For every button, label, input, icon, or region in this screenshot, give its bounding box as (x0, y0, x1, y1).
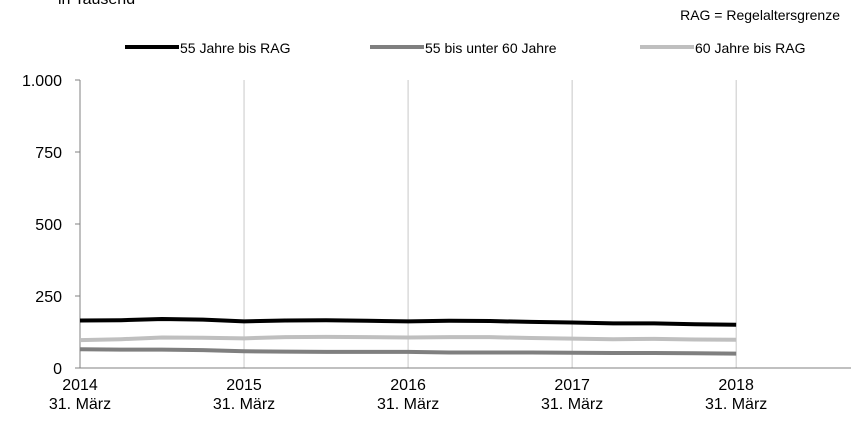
y-tick-label: 750 (35, 145, 62, 162)
x-tick-label: 2015 31. März (213, 377, 275, 413)
y-tick-label: 500 (35, 217, 62, 234)
y-tick-label: 1.000 (22, 73, 62, 90)
line-series (79, 347, 737, 356)
subtitle: in Tausend (58, 0, 135, 8)
x-tick-label: 2014 31. März (49, 377, 111, 413)
x-tick-label: 2018 31. März (705, 377, 767, 413)
legend-label: 55 Jahre bis RAG (180, 40, 291, 56)
line-series (79, 334, 737, 343)
note: RAG = Regelaltersgrenze (680, 7, 840, 23)
x-tick-label: 2017 31. März (541, 377, 603, 413)
x-tick-label: 2016 31. März (377, 377, 439, 413)
y-tick-label: 0 (53, 361, 62, 378)
line-series (79, 317, 737, 327)
y-tick-label: 250 (35, 289, 62, 306)
legend-label: 60 Jahre bis RAG (695, 40, 806, 56)
legend-label: 55 bis unter 60 Jahre (425, 40, 557, 56)
